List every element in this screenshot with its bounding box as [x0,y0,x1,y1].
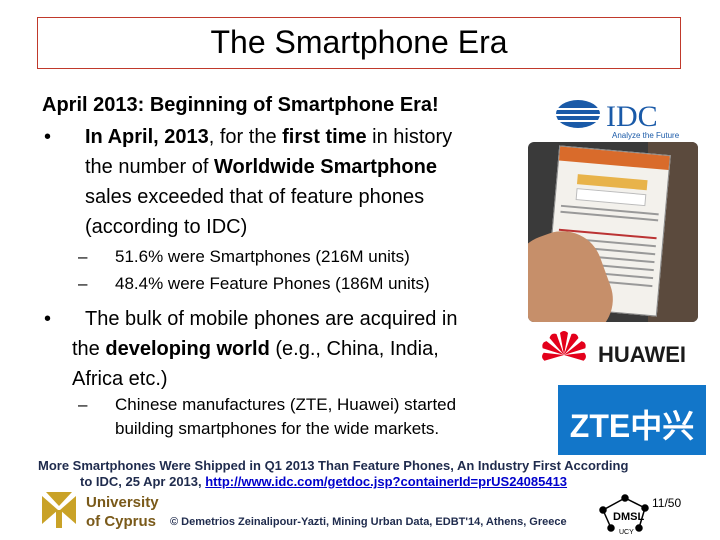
sub-item-chinese-line2: building smartphones for the wide market… [115,419,440,438]
bullet-marker: • [44,308,52,330]
bullet-marker: • [44,126,52,148]
huawei-logo-icon: HUAWEI [542,331,686,367]
bullet2-line1: The bulk of mobile phones are acquired i… [85,308,458,330]
dash-marker: – [78,395,88,414]
bullet1-line2: the number of Worldwide Smartphone [85,156,437,178]
zte-logo-icon: ZTE中兴 [558,385,706,455]
source-link[interactable]: http://www.idc.com/getdoc.jsp?containerI… [205,474,568,489]
dash-marker: – [78,274,88,293]
source-citation-line1: More Smartphones Were Shipped in Q1 2013… [38,458,629,473]
idc-tagline: Analyze the Future [612,131,680,140]
huawei-logo-text: HUAWEI [598,342,686,367]
smartphone-photo [528,142,698,322]
dash-marker: – [78,247,88,266]
bullet1-line1: In April, 2013, for the first time in hi… [85,126,453,148]
title-box: The Smartphone Era [37,17,681,69]
source-citation-line2: to IDC, 25 Apr 2013, http://www.idc.com/… [80,474,568,489]
ucy-logo-line1: University [86,494,159,511]
idc-logo-text: IDC [606,100,658,133]
university-of-cyprus-logo-icon: University of Cyprus [42,492,159,530]
sub-item-smartphones: 51.6% were Smartphones (216M units) [115,247,410,266]
page-number: 11/50 [652,496,682,510]
ucy-logo-line2: of Cyprus [86,513,156,530]
sub-item-feature-phones: 48.4% were Feature Phones (186M units) [115,274,430,293]
dmsl-logo-icon: DMSL UCY [599,494,649,536]
bullet1-line3: sales exceeded that of feature phones [85,186,425,208]
bullet1-line4: (according to IDC) [85,216,248,238]
dmsl-logo-subtext: UCY [619,529,634,536]
bullet2-line2: the developing world (e.g., China, India… [72,338,439,360]
bullet2-line3: Africa etc.) [72,368,168,390]
sub-item-chinese-line1: Chinese manufactures (ZTE, Huawei) start… [115,395,457,414]
idc-logo-icon: IDC Analyze the Future [556,100,680,140]
page-title: The Smartphone Era [210,24,508,60]
dmsl-logo-text: DMSL [613,511,644,523]
zte-logo-text: ZTE中兴 [569,408,695,444]
footer-credit: © Demetrios Zeinalipour-Yazti, Mining Ur… [170,516,567,528]
section-heading: April 2013: Beginning of Smartphone Era! [42,94,439,116]
